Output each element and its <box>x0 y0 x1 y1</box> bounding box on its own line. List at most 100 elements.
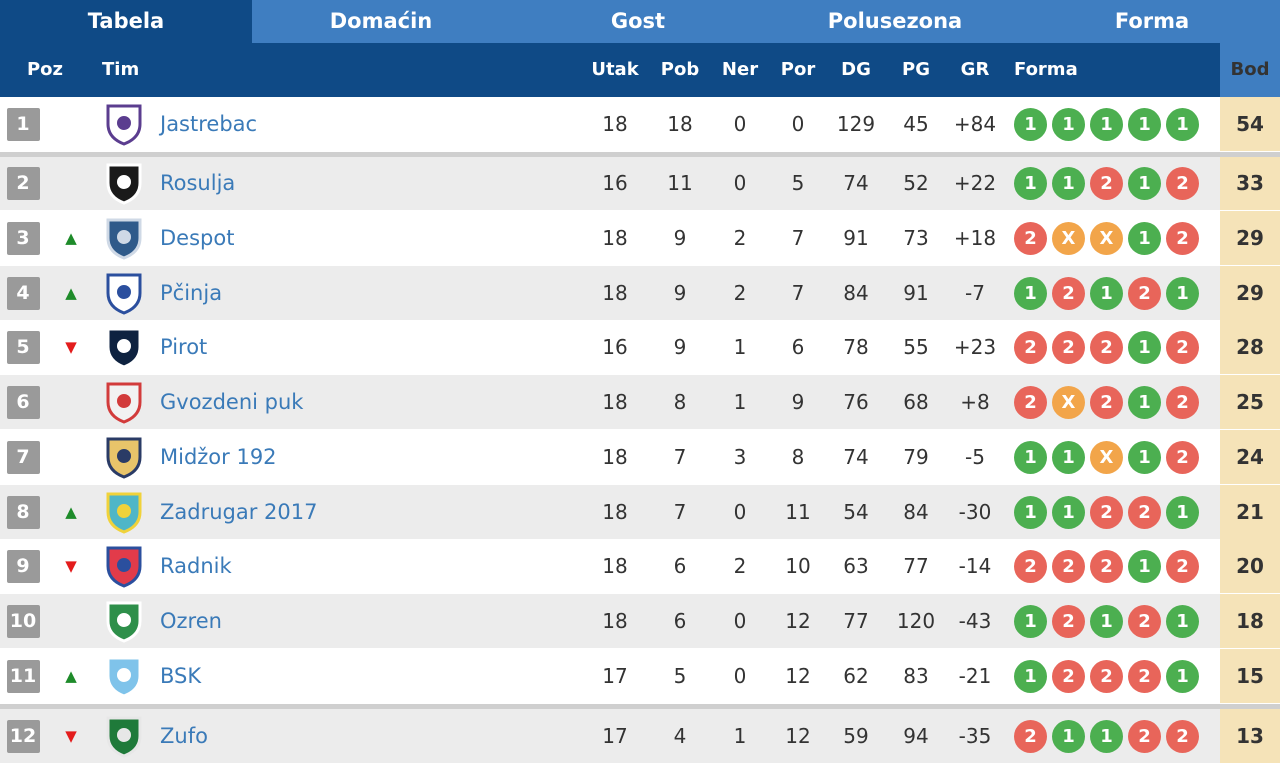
team-name-link[interactable]: Zadrugar 2017 <box>160 500 318 524</box>
table-row[interactable]: 9 ▼ Radnik 18 6 2 10 63 77 -14 2 2 2 1 2 20 <box>0 539 1280 593</box>
crest-ball-blue-icon[interactable] <box>100 266 148 320</box>
table-row[interactable]: 4 ▲ Pčinja 18 9 2 7 84 91 -7 1 2 1 2 1 29 <box>0 266 1280 320</box>
team-name-link[interactable]: Pčinja <box>160 281 223 305</box>
crest-blue-round-icon[interactable] <box>100 211 148 265</box>
crest-light-blue-ball-icon[interactable] <box>100 649 148 703</box>
form-win-badge[interactable]: 1 <box>1090 604 1123 638</box>
form-win-badge[interactable]: 1 <box>1128 549 1161 583</box>
form-win-badge[interactable]: 1 <box>1166 276 1199 310</box>
header-forma[interactable]: Forma <box>1014 59 1078 80</box>
crest-dark-navy-icon[interactable] <box>100 320 148 374</box>
form-win-badge[interactable]: 1 <box>1090 719 1123 753</box>
header-utak[interactable]: Utak <box>591 59 639 80</box>
table-row[interactable]: 11 ▲ BSK 17 5 0 12 62 83 -21 1 2 2 2 1 15 <box>0 649 1280 703</box>
form-draw-badge[interactable]: X <box>1090 440 1123 474</box>
form-loss-badge[interactable]: 2 <box>1052 330 1085 364</box>
header-por[interactable]: Por <box>780 59 816 80</box>
form-loss-badge[interactable]: 2 <box>1090 166 1123 200</box>
header-ner[interactable]: Ner <box>721 59 759 80</box>
table-row[interactable]: 1 Jastrebac 18 18 0 0 129 45 +84 1 1 1 1 1 54 <box>0 97 1280 151</box>
team-name-link[interactable]: Pirot <box>160 335 208 359</box>
form-loss-badge[interactable]: 2 <box>1128 604 1161 638</box>
form-win-badge[interactable]: 1 <box>1014 659 1047 693</box>
team-name-link[interactable]: Midžor 192 <box>160 445 277 469</box>
team-name-link[interactable]: Radnik <box>160 554 232 578</box>
table-row[interactable]: 10 Ozren 18 6 0 12 77 120 -43 1 2 1 2 1 18 <box>0 594 1280 648</box>
table-row[interactable]: 8 ▲ Zadrugar 2017 18 7 0 11 54 84 -30 1 1 2 2 1 21 <box>0 485 1280 539</box>
form-win-badge[interactable]: 1 <box>1014 495 1047 529</box>
form-loss-badge[interactable]: 2 <box>1014 719 1047 753</box>
form-loss-badge[interactable]: 2 <box>1166 549 1199 583</box>
crest-green-oval-icon[interactable] <box>100 709 148 763</box>
form-loss-badge[interactable]: 2 <box>1014 385 1047 419</box>
form-loss-badge[interactable]: 2 <box>1090 495 1123 529</box>
table-row[interactable]: 3 ▲ Despot 18 9 2 7 91 73 +18 2 X X 1 2 29 <box>0 211 1280 265</box>
form-win-badge[interactable]: 1 <box>1052 440 1085 474</box>
form-win-badge[interactable]: 1 <box>1090 276 1123 310</box>
team-name-link[interactable]: Despot <box>160 226 235 250</box>
form-loss-badge[interactable]: 2 <box>1014 330 1047 364</box>
form-loss-badge[interactable]: 2 <box>1052 604 1085 638</box>
form-win-badge[interactable]: 1 <box>1052 719 1085 753</box>
team-name-link[interactable]: Rosulja <box>160 171 236 195</box>
form-loss-badge[interactable]: 2 <box>1128 276 1161 310</box>
form-loss-badge[interactable]: 2 <box>1052 659 1085 693</box>
header-dg[interactable]: DG <box>841 59 871 80</box>
crest-red-white-cross-icon[interactable] <box>100 375 148 429</box>
form-loss-badge[interactable]: 2 <box>1166 385 1199 419</box>
form-loss-badge[interactable]: 2 <box>1090 385 1123 419</box>
form-win-badge[interactable]: 1 <box>1014 166 1047 200</box>
table-row[interactable]: 6 Gvozdeni puk 18 8 1 9 76 68 +8 2 X 2 1 2 25 <box>0 375 1280 429</box>
team-name-link[interactable]: Gvozdeni puk <box>160 390 304 414</box>
form-win-badge[interactable]: 1 <box>1128 440 1161 474</box>
form-loss-badge[interactable]: 2 <box>1090 659 1123 693</box>
form-loss-badge[interactable]: 2 <box>1166 221 1199 255</box>
team-name-link[interactable]: Ozren <box>160 609 222 633</box>
form-win-badge[interactable]: 1 <box>1128 330 1161 364</box>
form-win-badge[interactable]: 1 <box>1128 107 1161 141</box>
crest-green-white-icon[interactable] <box>100 594 148 648</box>
crest-red-blue-shield-icon[interactable] <box>100 539 148 593</box>
form-win-badge[interactable]: 1 <box>1052 495 1085 529</box>
form-loss-badge[interactable]: 2 <box>1014 549 1047 583</box>
form-loss-badge[interactable]: 2 <box>1128 719 1161 753</box>
form-win-badge[interactable]: 1 <box>1166 107 1199 141</box>
tab-gost[interactable]: Gost <box>610 9 666 33</box>
table-row[interactable]: 5 ▼ Pirot 16 9 1 6 78 55 +23 2 2 2 1 2 28 <box>0 320 1280 374</box>
form-loss-badge[interactable]: 2 <box>1052 276 1085 310</box>
form-win-badge[interactable]: 1 <box>1128 385 1161 419</box>
form-loss-badge[interactable]: 2 <box>1166 330 1199 364</box>
form-win-badge[interactable]: 1 <box>1090 107 1123 141</box>
form-win-badge[interactable]: 1 <box>1014 107 1047 141</box>
form-win-badge[interactable]: 1 <box>1128 166 1161 200</box>
team-name-link[interactable]: Jastrebac <box>160 112 258 136</box>
form-draw-badge[interactable]: X <box>1090 221 1123 255</box>
tab-tabela[interactable]: Tabela <box>0 0 252 43</box>
form-loss-badge[interactable]: 2 <box>1166 166 1199 200</box>
table-row[interactable]: 7 Midžor 192 18 7 3 8 74 79 -5 1 1 X 1 2 24 <box>0 430 1280 484</box>
form-loss-badge[interactable]: 2 <box>1166 440 1199 474</box>
form-loss-badge[interactable]: 2 <box>1128 659 1161 693</box>
form-loss-badge[interactable]: 2 <box>1014 221 1047 255</box>
form-draw-badge[interactable]: X <box>1052 221 1085 255</box>
form-loss-badge[interactable]: 2 <box>1128 495 1161 529</box>
tab-polusezona[interactable]: Polusezona <box>827 9 963 33</box>
form-loss-badge[interactable]: 2 <box>1166 719 1199 753</box>
form-loss-badge[interactable]: 2 <box>1090 549 1123 583</box>
form-win-badge[interactable]: 1 <box>1166 659 1199 693</box>
header-poz[interactable]: Poz <box>26 59 64 80</box>
header-bod[interactable]: Bod <box>1220 43 1280 97</box>
header-pob[interactable]: Pob <box>660 59 700 80</box>
crest-black-white-stripes-icon[interactable] <box>100 156 148 210</box>
form-win-badge[interactable]: 1 <box>1166 604 1199 638</box>
header-pg[interactable]: PG <box>902 59 930 80</box>
team-name-link[interactable]: BSK <box>160 664 202 688</box>
header-tim[interactable]: Tim <box>102 59 140 80</box>
form-win-badge[interactable]: 1 <box>1014 604 1047 638</box>
table-row[interactable]: 2 Rosulja 16 11 0 5 74 52 +22 1 1 2 1 2 33 <box>0 156 1280 210</box>
form-win-badge[interactable]: 1 <box>1052 107 1085 141</box>
crest-purple-white-icon[interactable] <box>100 97 148 151</box>
form-win-badge[interactable]: 1 <box>1128 221 1161 255</box>
form-win-badge[interactable]: 1 <box>1166 495 1199 529</box>
tab-forma[interactable]: Forma <box>1114 9 1190 33</box>
